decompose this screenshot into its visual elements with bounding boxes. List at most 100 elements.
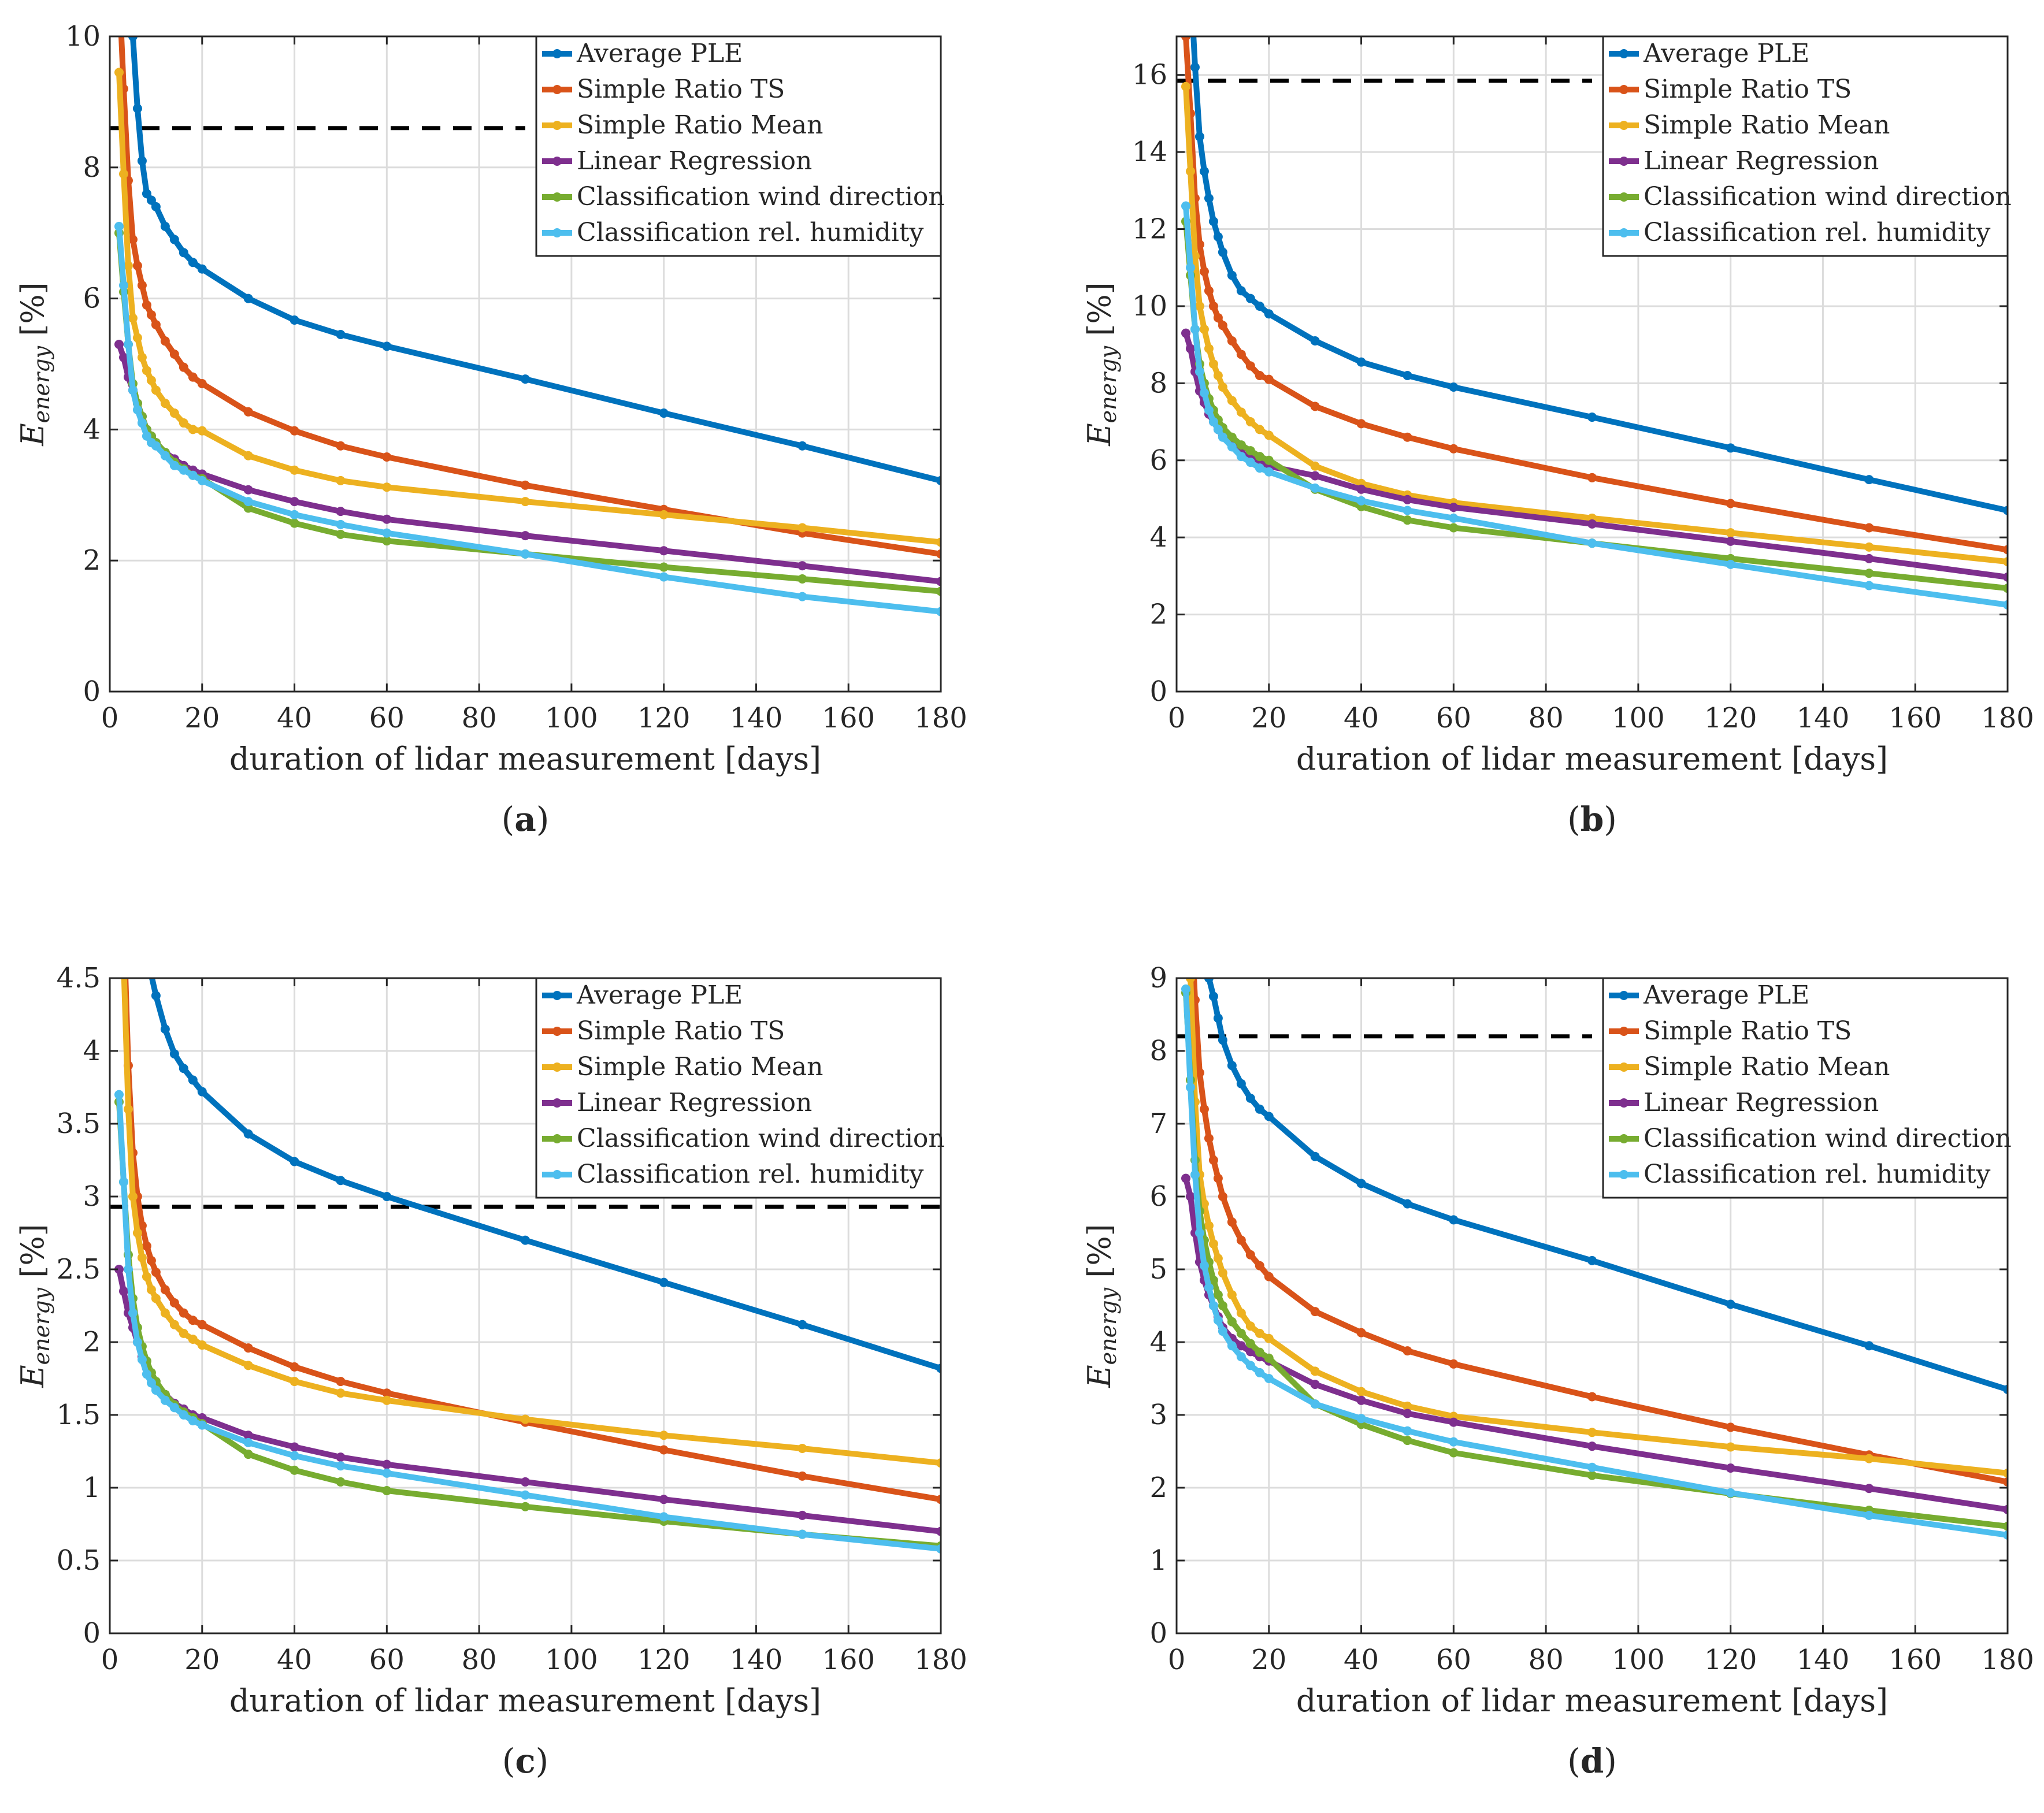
data-point bbox=[659, 1445, 669, 1455]
data-point bbox=[119, 959, 128, 968]
data-point bbox=[128, 1192, 138, 1201]
data-point bbox=[382, 1395, 392, 1405]
data-point bbox=[521, 1235, 530, 1245]
data-point bbox=[1449, 523, 1459, 533]
data-point bbox=[1864, 581, 1874, 590]
data-point bbox=[1185, 344, 1195, 354]
series-classification-rel-humidity bbox=[1181, 201, 2008, 610]
legend-swatch-marker bbox=[552, 1062, 562, 1072]
data-point bbox=[118, 1177, 128, 1187]
y-tick-label: 0 bbox=[1149, 675, 1167, 708]
data-point bbox=[336, 507, 346, 517]
data-point bbox=[123, 1104, 133, 1114]
data-point bbox=[936, 1495, 941, 1504]
data-point bbox=[151, 1385, 161, 1395]
data-point bbox=[1587, 519, 1597, 529]
data-point bbox=[1185, 263, 1195, 273]
data-point bbox=[1587, 1462, 1597, 1472]
y-tick-label: 2 bbox=[83, 544, 101, 577]
data-point bbox=[1356, 1328, 1366, 1338]
y-tick-label: 4 bbox=[1149, 521, 1167, 553]
data-point bbox=[1403, 515, 1412, 525]
data-point bbox=[160, 1395, 170, 1405]
series-average-ple bbox=[128, 36, 941, 485]
x-axis-label: duration of lidar measurement [days] bbox=[229, 741, 821, 777]
data-point bbox=[1208, 301, 1218, 311]
data-point bbox=[128, 235, 138, 244]
data-point bbox=[290, 1362, 299, 1372]
data-point bbox=[169, 460, 179, 470]
data-point bbox=[382, 1468, 392, 1478]
data-point bbox=[290, 426, 299, 436]
data-point bbox=[151, 1268, 161, 1277]
data-point bbox=[2003, 1468, 2008, 1478]
data-point bbox=[169, 408, 179, 418]
x-tick-label: 20 bbox=[184, 702, 220, 734]
x-tick-label: 120 bbox=[1704, 1644, 1757, 1676]
y-tick-label: 2.5 bbox=[57, 1253, 101, 1286]
data-point bbox=[797, 1529, 807, 1539]
x-tick-label: 40 bbox=[277, 1644, 312, 1676]
chart-panel-b: 0 20 40 60 80 100 120 140 160 180 0 2 4 6 8 10 12 14 16 dur… bbox=[1081, 35, 2034, 839]
data-point bbox=[137, 1355, 147, 1365]
y-axis-label: Eenergy [%] bbox=[1081, 1224, 1121, 1388]
legend: Average PLE Simple Ratio TS Simple Ratio M… bbox=[535, 35, 945, 257]
data-point bbox=[151, 202, 161, 211]
data-point bbox=[1195, 908, 1204, 917]
data-point bbox=[290, 1442, 299, 1452]
data-point bbox=[1190, 251, 1200, 261]
data-point bbox=[1245, 446, 1255, 456]
data-point bbox=[797, 1510, 807, 1520]
data-point bbox=[1864, 553, 1874, 563]
y-tick-label: 9 bbox=[1149, 962, 1167, 994]
data-point bbox=[1264, 374, 1274, 384]
data-point bbox=[1227, 336, 1237, 345]
data-point bbox=[382, 1192, 392, 1201]
series-simple-ratio-mean bbox=[1185, 978, 2008, 1478]
data-point bbox=[1208, 1156, 1218, 1165]
legend-swatch-marker bbox=[1619, 85, 1628, 94]
data-point bbox=[142, 1241, 151, 1251]
data-point bbox=[1356, 1414, 1366, 1424]
data-point bbox=[1236, 407, 1246, 417]
series-average-ple bbox=[1195, 908, 2008, 1394]
legend-entry-label: Classification wind direction bbox=[1644, 182, 2012, 211]
data-point bbox=[1190, 1170, 1200, 1180]
y-tick-label: 3.5 bbox=[57, 1108, 101, 1140]
legend-swatch-marker bbox=[552, 49, 562, 58]
chart-panel-c: 0 20 40 60 80 100 120 140 160 180 0 0.5 1 1.5 2 2.5 3 3.5… bbox=[14, 959, 967, 1781]
data-point bbox=[1236, 452, 1246, 462]
data-point bbox=[146, 310, 156, 319]
data-point bbox=[1587, 1428, 1597, 1437]
data-point bbox=[2003, 572, 2008, 582]
data-point bbox=[936, 549, 941, 559]
data-point bbox=[1204, 1134, 1214, 1143]
legend: Average PLE Simple Ratio TS Simple Ratio M… bbox=[1602, 35, 2012, 257]
y-tick-label: 1 bbox=[83, 1472, 101, 1504]
data-point bbox=[146, 195, 156, 205]
x-tick-label: 20 bbox=[1251, 702, 1286, 734]
y-tick-label: 16 bbox=[1132, 59, 1167, 91]
data-point bbox=[1356, 419, 1366, 429]
data-point bbox=[1403, 432, 1412, 442]
data-point bbox=[1236, 1328, 1246, 1338]
data-point bbox=[137, 1221, 147, 1231]
series-line bbox=[116, 69, 941, 545]
data-point bbox=[1190, 62, 1200, 72]
data-point bbox=[382, 1388, 392, 1398]
data-point bbox=[2003, 1477, 2008, 1487]
legend-entry-label: Simple Ratio TS bbox=[577, 1016, 785, 1046]
data-point bbox=[1864, 523, 1874, 533]
x-tick-label: 60 bbox=[369, 702, 405, 734]
y-tick-label: 5 bbox=[1149, 1253, 1167, 1286]
data-point bbox=[1403, 495, 1412, 504]
data-point bbox=[2003, 1521, 2008, 1531]
legend-swatch-marker bbox=[1619, 1062, 1628, 1072]
data-point bbox=[1190, 324, 1200, 334]
data-point bbox=[1587, 413, 1597, 422]
legend-swatch-marker bbox=[1619, 157, 1628, 166]
data-point bbox=[1227, 1317, 1237, 1327]
legend-entry-label: Average PLE bbox=[1643, 39, 1809, 68]
data-point bbox=[1236, 1079, 1246, 1088]
data-point bbox=[521, 1414, 530, 1424]
